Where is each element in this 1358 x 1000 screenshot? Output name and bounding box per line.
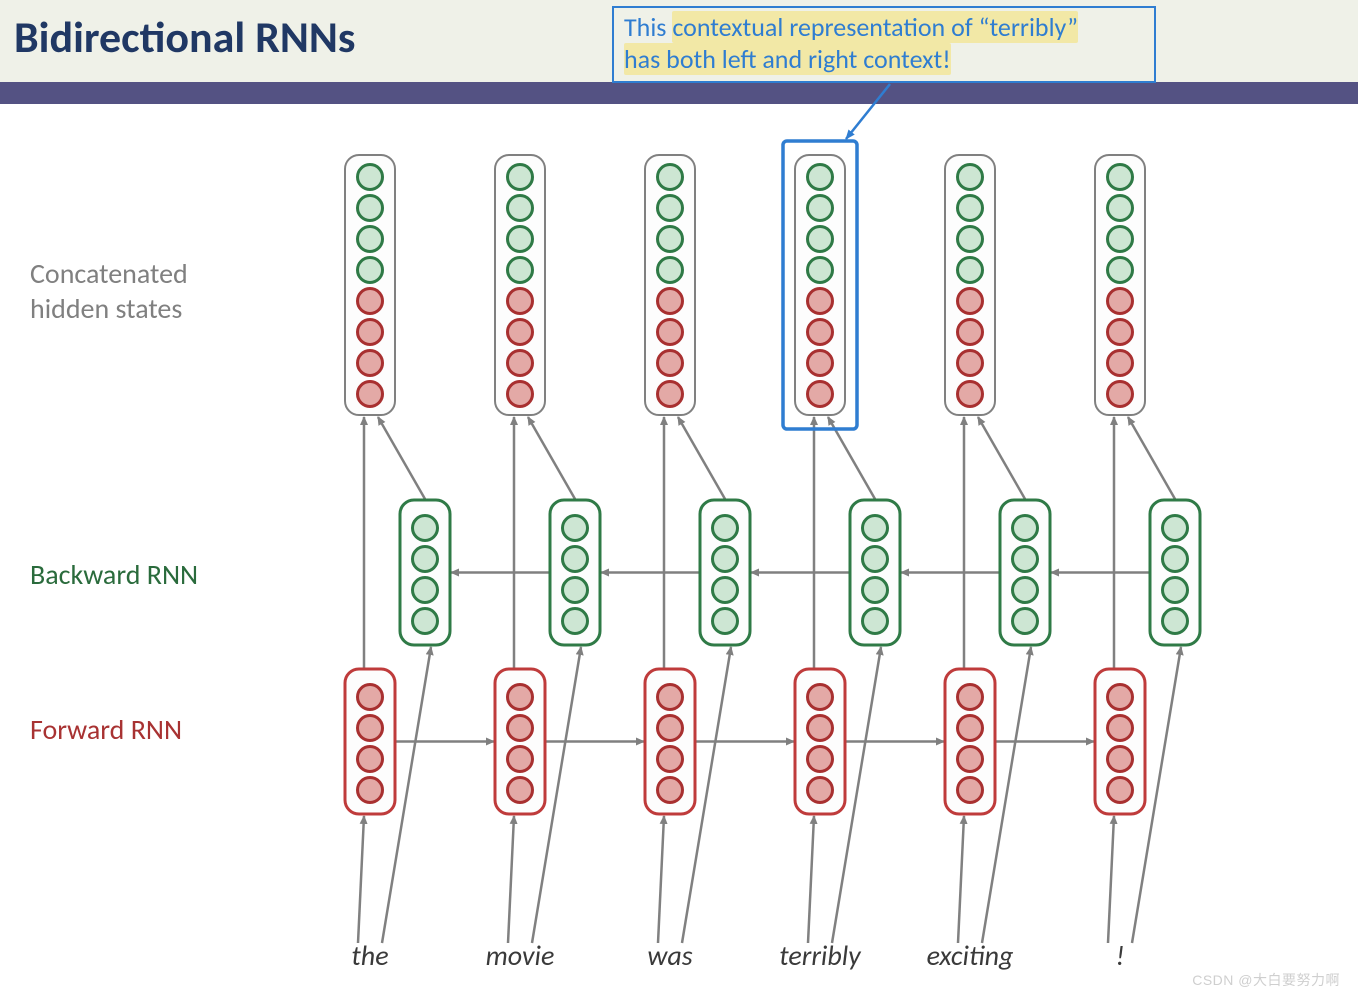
input-word: terribly [779,938,862,973]
input-word: exciting [927,938,1014,973]
bidirectional-rnn-diagram: the movie was terribly exciting! [0,0,1358,1000]
input-word: movie [486,938,555,973]
input-word: the [351,938,388,973]
input-word: was [647,938,692,973]
input-word: ! [1115,938,1124,973]
watermark: CSDN @大白要努力啊 [1192,970,1340,990]
